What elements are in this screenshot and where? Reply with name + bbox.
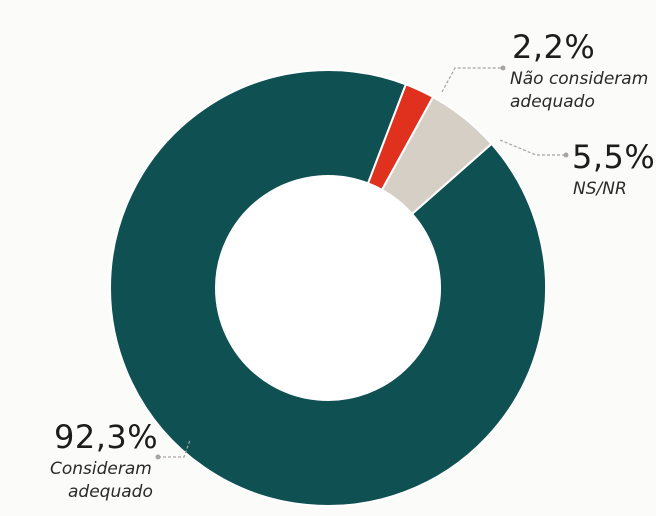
donut-hole xyxy=(216,176,440,400)
leader-lines xyxy=(155,65,569,460)
pct-label-nsnr: 5,5% xyxy=(572,138,656,176)
leader-line-nsnr xyxy=(499,139,566,156)
label-nsnr: NS/NR xyxy=(573,179,627,199)
donut-slices xyxy=(109,69,547,507)
label-not-considered-line2: adequado xyxy=(510,92,595,112)
leader-line-considered xyxy=(158,439,191,458)
leader-line-not-considered xyxy=(441,67,503,93)
pct-label-considered: 92,3% xyxy=(54,418,159,456)
label-considered-line2: adequado xyxy=(68,482,153,502)
label-considered-line1: Consideram xyxy=(50,459,152,479)
leader-dot-considered xyxy=(155,454,161,460)
pct-label-not-considered: 2,2% xyxy=(512,28,596,66)
leader-dot-nsnr xyxy=(563,152,569,158)
label-not-considered-line1: Não consideram xyxy=(510,69,649,89)
leader-dot-not-considered xyxy=(500,65,506,71)
